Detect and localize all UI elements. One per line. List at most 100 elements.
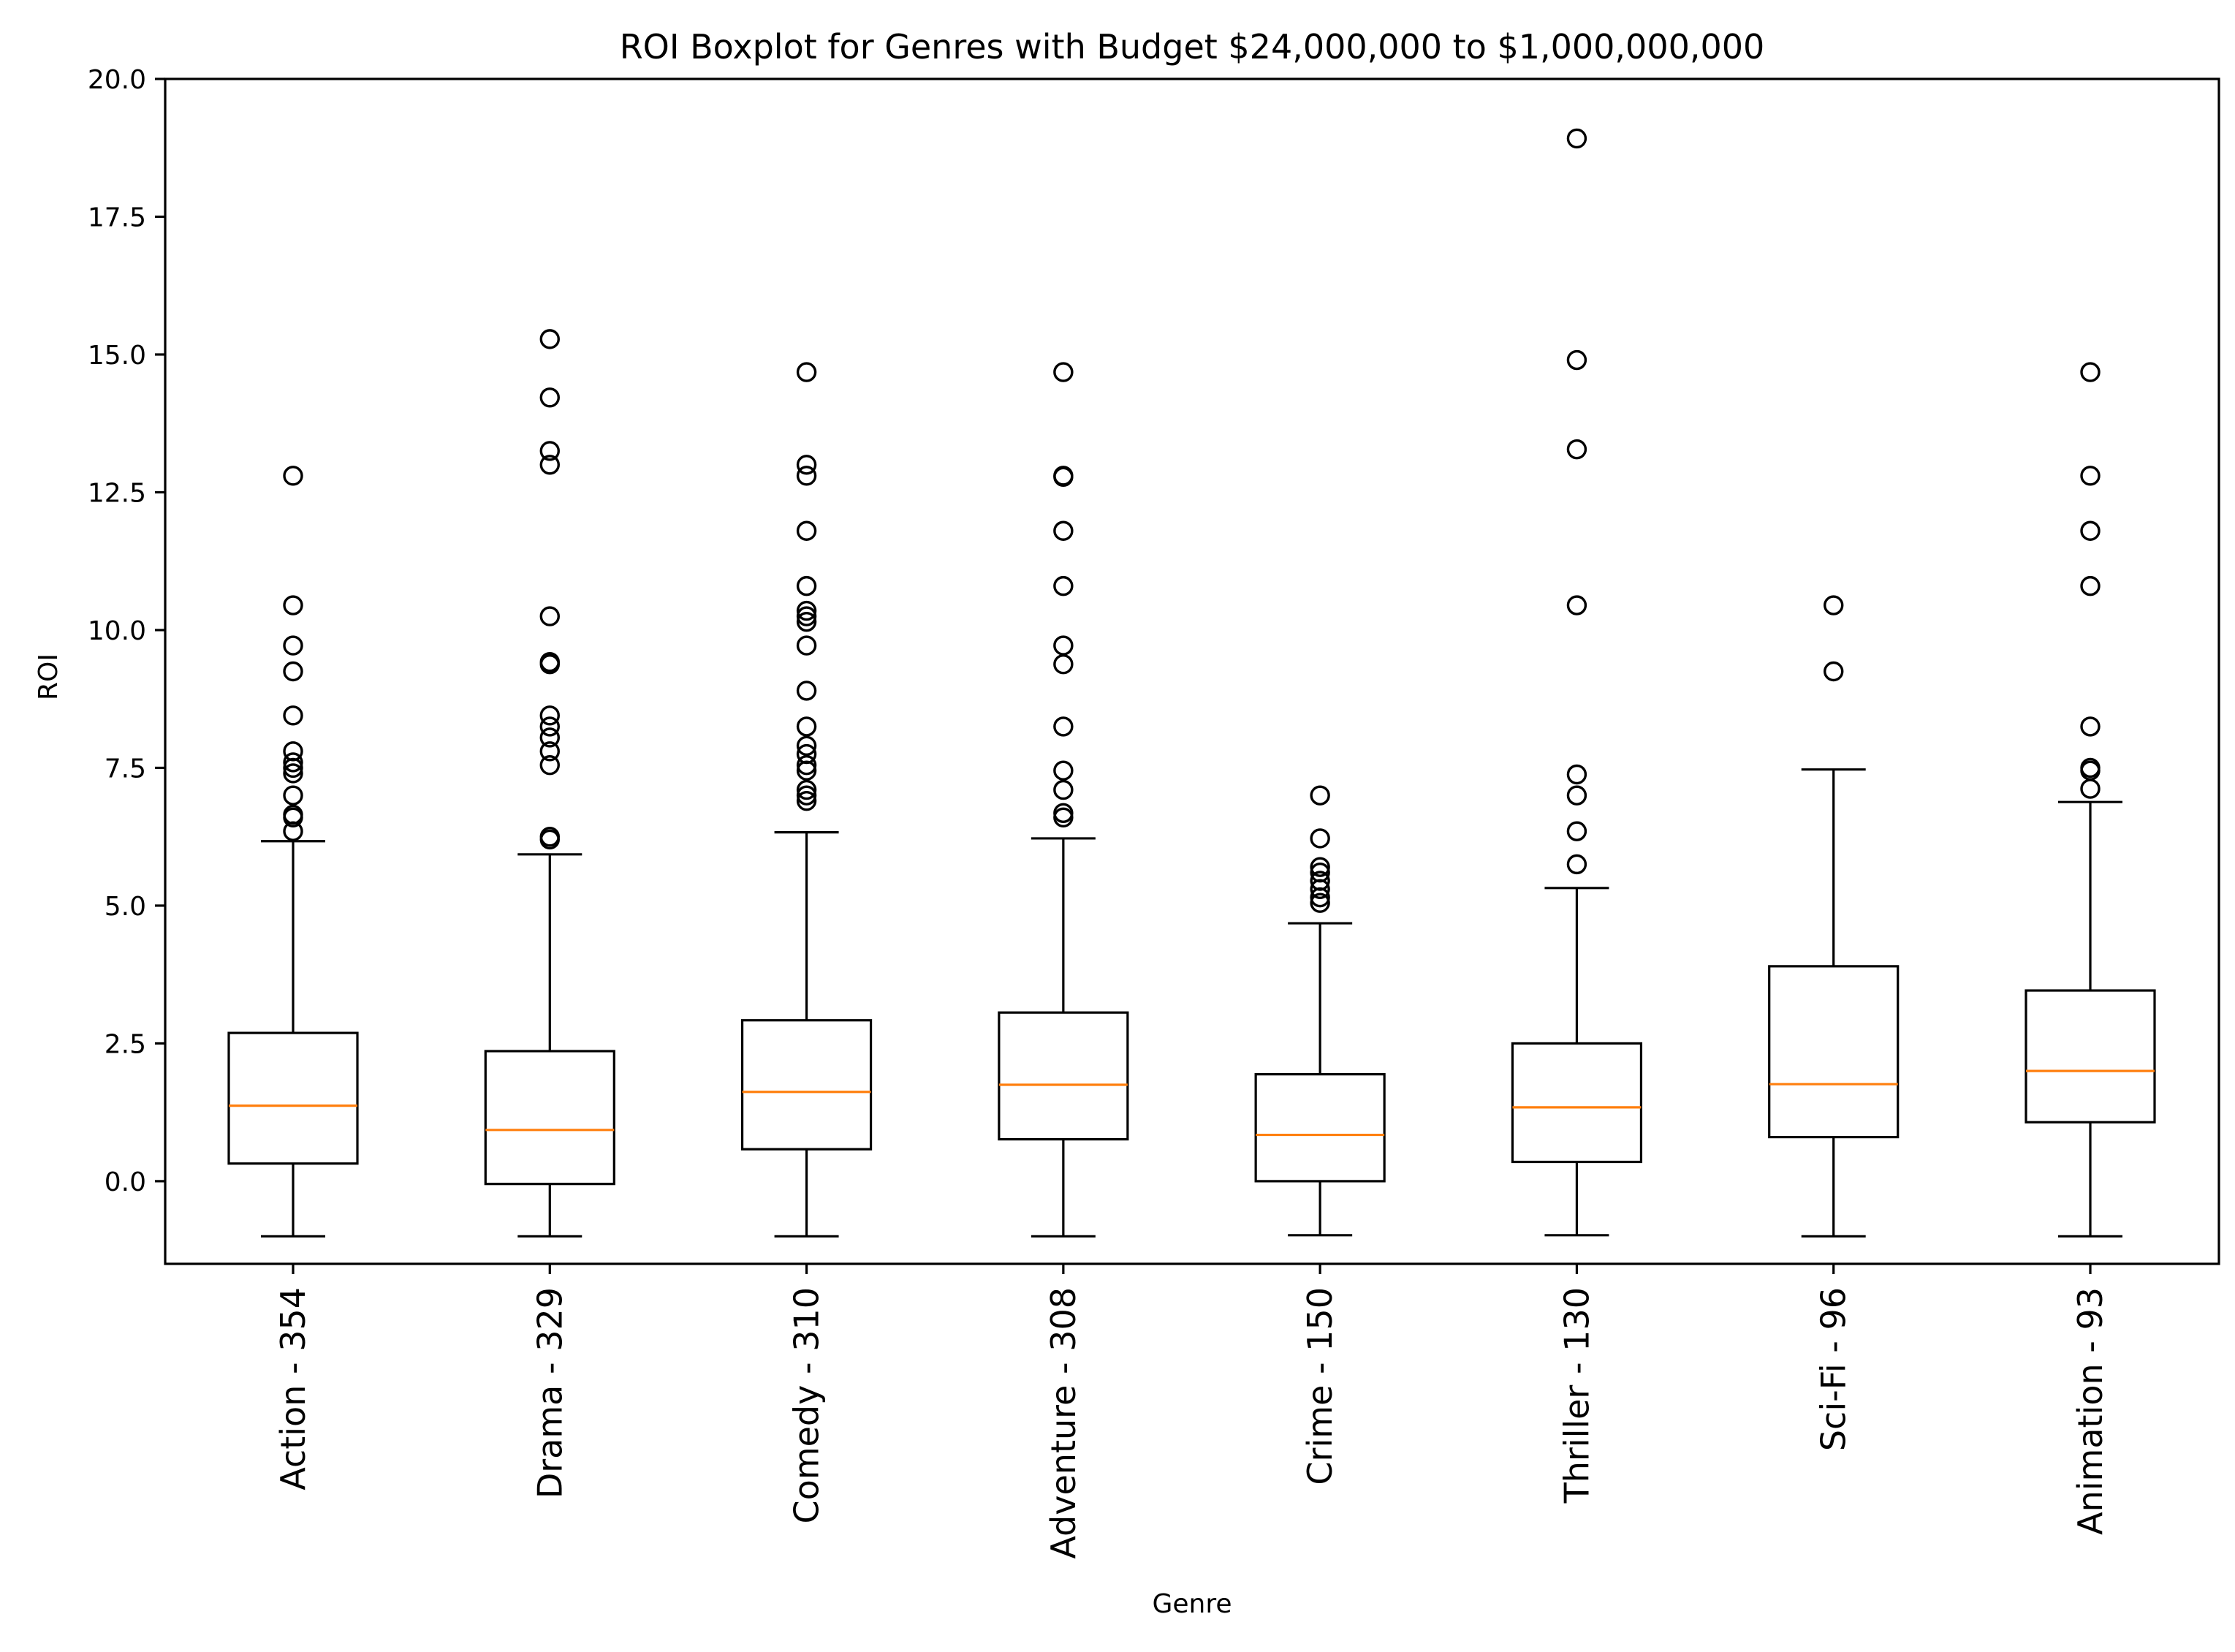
x-tick-label: Comedy - 310 xyxy=(787,1287,827,1523)
outlier-point xyxy=(1310,828,1330,849)
outlier-point xyxy=(796,611,817,632)
outlier-point xyxy=(796,606,817,626)
iqr-box xyxy=(2025,989,2156,1124)
outlier-point xyxy=(1824,595,1844,615)
outlier-point xyxy=(283,466,303,486)
outlier-point xyxy=(2080,757,2101,778)
outlier-point xyxy=(283,763,303,784)
outlier-point xyxy=(1566,439,1587,460)
outlier-point xyxy=(539,329,560,349)
outlier-point xyxy=(1053,635,1074,656)
outlier-point xyxy=(1310,785,1330,806)
outlier-point xyxy=(2080,520,2101,541)
outlier-point xyxy=(1566,854,1587,875)
plot-area: 0.0 2.5 5.0 7.5 10.0 12.5 15.0 17.5 20.0 Action -… xyxy=(88,65,2220,1559)
outlier-point xyxy=(283,741,303,762)
outlier-point xyxy=(796,362,817,382)
y-tick-label: 15.0 xyxy=(88,341,146,371)
outlier-point xyxy=(796,785,817,806)
outlier-point xyxy=(283,635,303,656)
y-tick-label: 20.0 xyxy=(88,65,146,95)
outlier-point xyxy=(539,826,560,847)
outlier-point xyxy=(1053,760,1074,781)
y-tick-label: 2.5 xyxy=(105,1029,146,1059)
outlier-point xyxy=(796,735,817,756)
x-tick-label: Thriller - 130 xyxy=(1557,1287,1596,1504)
y-tick-label: 0.0 xyxy=(105,1167,146,1197)
outlier-point xyxy=(1053,520,1074,541)
outlier-point xyxy=(1566,349,1587,371)
iqr-box xyxy=(1768,965,1900,1139)
iqr-box xyxy=(1511,1042,1643,1164)
outlier-point xyxy=(539,441,560,461)
outlier-point xyxy=(283,595,303,615)
y-tick-label: 5.0 xyxy=(105,892,146,922)
outlier-point xyxy=(1310,857,1330,877)
outlier-point xyxy=(283,804,303,825)
outlier-point xyxy=(796,716,817,737)
outlier-point xyxy=(539,754,560,776)
outlier-point xyxy=(796,466,817,486)
outlier-point xyxy=(796,635,817,656)
outlier-point xyxy=(796,681,817,701)
outlier-point xyxy=(283,661,303,682)
iqr-box xyxy=(227,1031,359,1165)
outlier-point xyxy=(539,387,560,408)
x-tick-label: Crime - 150 xyxy=(1300,1287,1340,1485)
outlier-point xyxy=(1053,575,1074,596)
x-tick-label: Drama - 329 xyxy=(530,1287,569,1498)
y-tick-label: 17.5 xyxy=(88,202,146,232)
x-tick-label: Animation - 93 xyxy=(2071,1287,2110,1535)
outlier-point xyxy=(1566,595,1587,615)
outlier-point xyxy=(1566,128,1587,149)
outlier-point xyxy=(1566,821,1587,841)
x-axis-label: Genre xyxy=(1152,1589,1232,1619)
outlier-point xyxy=(796,455,817,475)
outlier-point xyxy=(1053,362,1074,382)
outlier-point xyxy=(539,727,560,748)
x-tick-label: Action - 354 xyxy=(273,1287,313,1490)
outlier-point xyxy=(796,520,817,541)
outlier-point xyxy=(539,651,560,672)
y-tick-label: 7.5 xyxy=(105,754,146,784)
outlier-point xyxy=(2080,716,2101,737)
outlier-point xyxy=(539,455,560,475)
iqr-box xyxy=(998,1011,1129,1141)
outlier-point xyxy=(283,752,303,773)
y-tick-label: 10.0 xyxy=(88,616,146,646)
outlier-point xyxy=(1566,764,1587,785)
iqr-box xyxy=(1254,1073,1386,1183)
outlier-point xyxy=(1310,893,1330,913)
outlier-point xyxy=(539,741,560,762)
y-tick-label: 12.5 xyxy=(88,478,146,508)
outlier-point xyxy=(796,790,817,811)
outlier-point xyxy=(796,754,817,776)
y-axis-label: ROI xyxy=(34,653,64,700)
outlier-point xyxy=(539,606,560,626)
outlier-point xyxy=(1053,466,1074,486)
outlier-point xyxy=(796,779,817,800)
iqr-box xyxy=(484,1050,615,1186)
outlier-point xyxy=(1310,871,1330,891)
iqr-box xyxy=(740,1019,873,1151)
outlier-point xyxy=(796,600,817,621)
outlier-point xyxy=(283,785,303,806)
outlier-point xyxy=(1310,862,1330,883)
chart-title: ROI Boxplot for Genres with Budget $24,0… xyxy=(620,27,1765,67)
plot-frame xyxy=(164,77,2220,1265)
outlier-point xyxy=(1053,803,1074,823)
outlier-point xyxy=(539,716,560,737)
outlier-point xyxy=(283,705,303,726)
outlier-point xyxy=(1566,785,1587,806)
x-tick-label: Sci-Fi - 96 xyxy=(1814,1287,1853,1451)
outlier-point xyxy=(2080,362,2101,382)
outlier-point xyxy=(2080,575,2101,596)
outlier-point xyxy=(1053,779,1074,800)
outlier-point xyxy=(539,705,560,726)
outlier-point xyxy=(2080,466,2101,486)
outlier-point xyxy=(1824,661,1844,682)
outlier-point xyxy=(796,743,817,765)
outlier-point xyxy=(796,575,817,596)
